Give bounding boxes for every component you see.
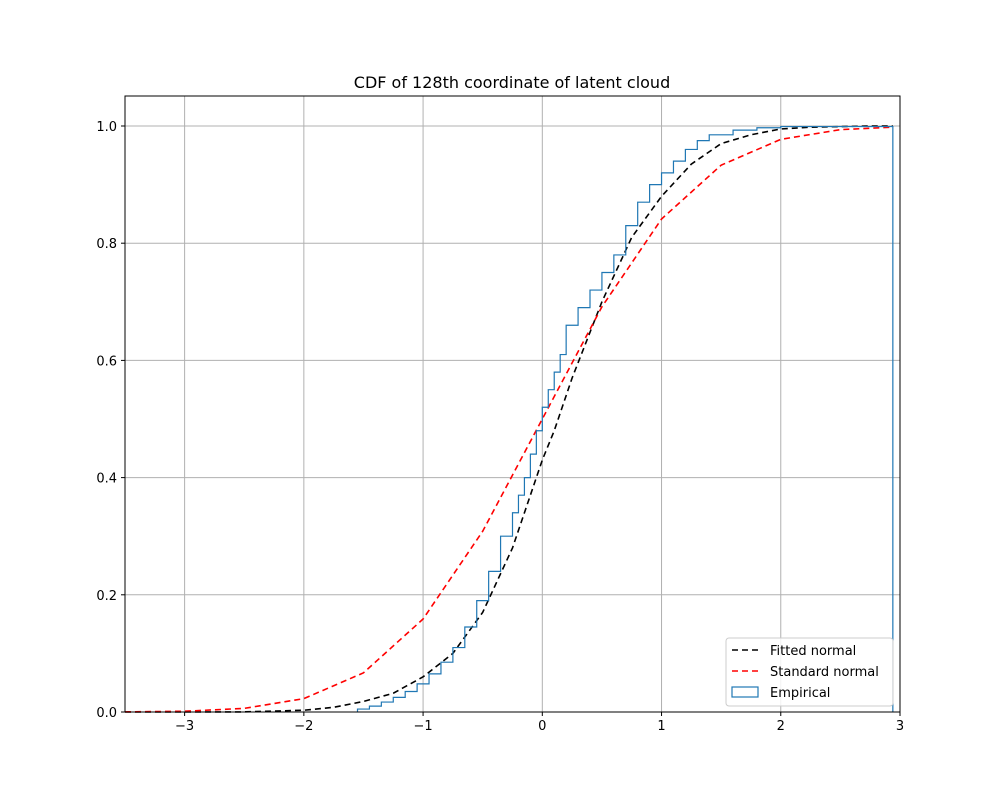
- axis-ticks: −3 −2 −1 0 1 2 3 0.0 0.2 0.4 0.6 0.8 1.0: [96, 120, 904, 734]
- y-tick-label: 0.8: [96, 237, 117, 252]
- plot-frame: [124, 95, 901, 713]
- chart-title: CDF of 128th coordinate of latent cloud: [354, 73, 670, 92]
- legend-label: Standard normal: [770, 665, 879, 680]
- series-layer: [124, 125, 894, 713]
- legend-label: Empirical: [770, 686, 830, 701]
- standard-normal-line: [124, 126, 893, 713]
- legend-box: [725, 637, 894, 707]
- y-tick-label: 0.4: [96, 472, 117, 487]
- empirical-step-line: [356, 125, 894, 712]
- fitted-normal-line: [125, 125, 893, 713]
- x-tick-label: −3: [175, 719, 194, 734]
- x-tick-label: 1: [657, 719, 665, 734]
- x-tick-label: −2: [294, 719, 313, 734]
- grid: [125, 96, 901, 713]
- y-tick-label: 0.2: [96, 589, 117, 604]
- x-tick-label: 3: [896, 719, 904, 734]
- legend: Fitted normal Standard normal Empirical: [725, 637, 894, 707]
- y-tick-label: 1.0: [96, 120, 117, 135]
- x-tick-label: 0: [538, 719, 546, 734]
- legend-swatch: [731, 686, 759, 698]
- y-tick-label: 0.0: [96, 706, 117, 721]
- x-tick-label: −1: [413, 719, 432, 734]
- legend-label: Fitted normal: [770, 644, 856, 659]
- x-tick-label: 2: [777, 719, 785, 734]
- y-tick-label: 0.6: [96, 354, 117, 369]
